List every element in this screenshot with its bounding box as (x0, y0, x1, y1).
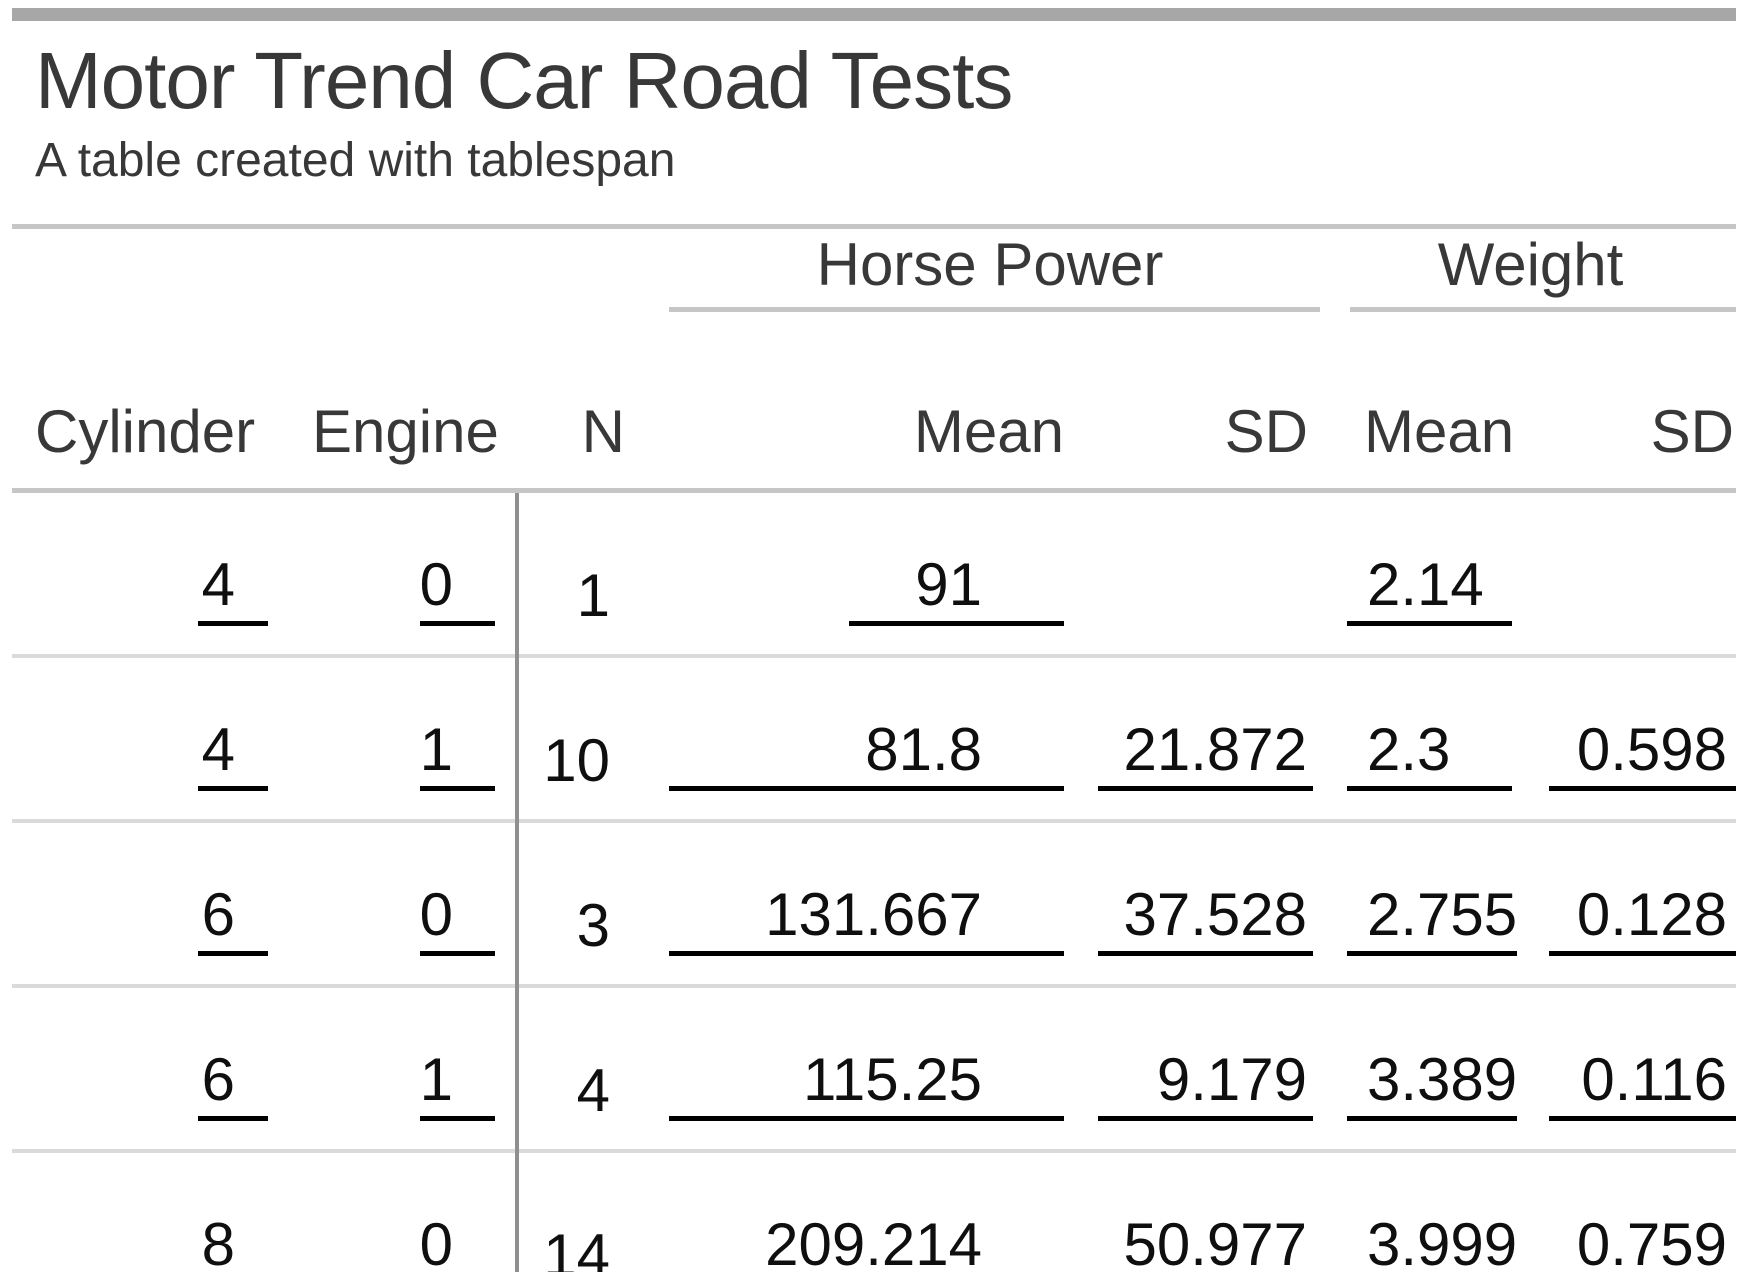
column-header-cylinder: Cylinder (12, 312, 287, 494)
cell-value: 0.598 (1549, 720, 1737, 792)
cell-value: 6 (198, 1050, 268, 1122)
spanner-horse-power: Horse Power (655, 229, 1325, 313)
table-page: Motor Trend Car Road Tests A table creat… (12, 0, 1737, 1272)
cell-value: 2.14 (1347, 555, 1513, 627)
cell-value: 81.8 (669, 720, 1064, 792)
cell-engine: 1 (287, 984, 517, 1152)
data-table: Horse Power Weight Cylinder Engine N Mea… (12, 229, 1737, 1272)
cell-value: 37.528 (1098, 885, 1314, 957)
cell-value: 1 (576, 562, 610, 630)
cell-value: 0.116 (1549, 1050, 1737, 1122)
cell-hp-mean: 209.214 (655, 1149, 1075, 1272)
cell-value: 4 (198, 555, 268, 627)
cell-weight-sd: 0.759 (1535, 1149, 1737, 1272)
cell-value: 4 (198, 720, 268, 792)
cell-value: 21.872 (1098, 720, 1314, 792)
table-row: 6 1 4 115.25 9.179 3.389 0.116 (12, 984, 1737, 1152)
cell-value: 209.214 (669, 1215, 1064, 1272)
cell-hp-mean: 91 (655, 491, 1075, 657)
cell-value: 10 (543, 727, 610, 795)
cell-value: 0 (420, 1215, 495, 1272)
spanner-spacer (287, 229, 517, 312)
spanner-spacer (517, 229, 655, 312)
table-row: 4 0 1 91 2.14 (12, 490, 1736, 657)
table-row: 4 1 10 81.8 21.872 2.3 0.598 (12, 654, 1737, 822)
cell-value: 50.977 (1098, 1215, 1313, 1272)
column-header-hp-mean: Mean (655, 312, 1075, 494)
cell-hp-sd: 37.528 (1075, 819, 1326, 987)
cell-value: 0 (419, 555, 495, 627)
spanner-weight-line (1350, 307, 1737, 313)
table-body: 4 0 1 91 2.14 4 1 10 81.8 21.872 2.3 0.5… (12, 490, 1737, 1272)
column-header-weight-sd: SD (1535, 312, 1737, 494)
cell-hp-sd (1075, 491, 1325, 657)
cell-value: 6 (198, 885, 268, 957)
cell-weight-mean: 2.3 (1325, 654, 1536, 822)
cell-weight-mean: 2.14 (1325, 491, 1535, 657)
cell-value: 131.667 (669, 885, 1064, 957)
cell-cylinder: 6 (12, 984, 287, 1152)
cell-value: 4 (576, 1057, 610, 1125)
cell-weight-sd: 0.116 (1535, 984, 1737, 1152)
cell-value: 9.179 (1098, 1050, 1314, 1122)
cell-hp-sd: 21.872 (1075, 654, 1326, 822)
cell-value: 14 (543, 1222, 610, 1272)
cell-n: 14 (515, 1149, 655, 1272)
column-header-engine: Engine (287, 312, 517, 494)
cell-weight-sd (1535, 491, 1736, 657)
cell-weight-mean: 2.755 (1325, 819, 1536, 987)
cell-value: 3 (576, 892, 610, 960)
table-title: Motor Trend Car Road Tests (35, 36, 1013, 125)
cell-value: 3.999 (1347, 1215, 1517, 1272)
cell-value: 8 (198, 1215, 268, 1272)
cell-value: 2.755 (1347, 885, 1518, 957)
cell-hp-sd: 50.977 (1075, 1149, 1326, 1272)
cell-hp-mean: 131.667 (655, 819, 1075, 987)
cell-value: 2.3 (1347, 720, 1513, 792)
cell-cylinder: 4 (12, 654, 287, 822)
cell-hp-sd: 9.179 (1075, 984, 1326, 1152)
spanner-weight: Weight (1325, 229, 1737, 313)
spanner-spacer (12, 229, 287, 312)
cell-hp-mean: 81.8 (655, 654, 1075, 822)
cell-n: 10 (515, 654, 655, 822)
cell-engine: 1 (287, 654, 517, 822)
cell-n: 1 (515, 490, 655, 657)
table-row: 8 0 14 209.214 50.977 3.999 0.759 (12, 1149, 1737, 1272)
cell-hp-mean: 115.25 (655, 984, 1075, 1152)
cell-weight-sd: 0.598 (1535, 654, 1737, 822)
column-header-hp-sd: SD (1075, 312, 1326, 494)
cell-value: 0.128 (1549, 885, 1737, 957)
cell-value: 1 (419, 1050, 495, 1122)
column-header-row: Cylinder Engine N Mean SD Mean SD (12, 312, 1737, 494)
cell-engine: 0 (287, 491, 517, 657)
cell-value: 91 (849, 555, 1064, 627)
cell-n: 3 (515, 819, 655, 987)
cell-engine: 0 (287, 819, 517, 987)
cell-cylinder: 4 (12, 491, 287, 657)
cell-weight-sd: 0.128 (1535, 819, 1737, 987)
cell-weight-mean: 3.389 (1325, 984, 1536, 1152)
header-top-rule (12, 224, 1736, 230)
cell-n: 4 (515, 984, 655, 1152)
table-subtitle: A table created with tablespan (35, 134, 676, 187)
spanner-horse-power-line (669, 307, 1321, 313)
spanner-weight-label: Weight (1437, 231, 1624, 299)
cell-value: 0.759 (1549, 1215, 1736, 1272)
spanner-row: Horse Power Weight (12, 229, 1737, 313)
top-bar (12, 8, 1736, 21)
cell-weight-mean: 3.999 (1325, 1149, 1536, 1272)
cell-value: 115.25 (669, 1050, 1064, 1122)
cell-value: 1 (419, 720, 495, 792)
table-row: 6 0 3 131.667 37.528 2.755 0.128 (12, 819, 1737, 987)
cell-cylinder: 6 (12, 819, 287, 987)
cell-cylinder: 8 (12, 1149, 287, 1272)
table-header: Horse Power Weight Cylinder Engine N Mea… (12, 229, 1737, 494)
cell-value: 0 (419, 885, 495, 957)
column-header-weight-mean: Mean (1325, 312, 1536, 494)
cell-engine: 0 (287, 1149, 517, 1272)
spanner-horse-power-label: Horse Power (816, 231, 1164, 299)
cell-value: 3.389 (1347, 1050, 1518, 1122)
column-header-n: N (517, 312, 655, 494)
